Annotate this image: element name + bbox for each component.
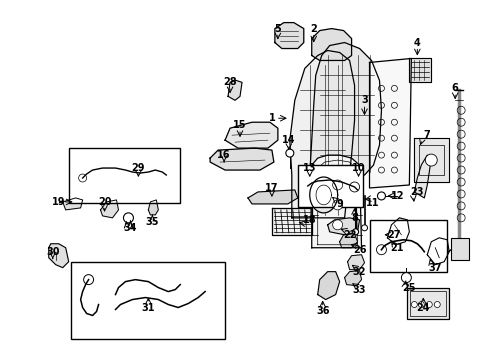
Polygon shape [274, 23, 303, 49]
Text: 32: 32 [352, 267, 366, 276]
Polygon shape [227, 80, 242, 100]
Text: 30: 30 [46, 247, 60, 257]
Text: 33: 33 [352, 284, 366, 294]
Text: 23: 23 [410, 187, 423, 197]
Bar [369, 220, 447, 272]
Text: 20: 20 [98, 197, 111, 207]
Polygon shape [339, 234, 357, 248]
Polygon shape [317, 272, 339, 300]
Circle shape [401, 273, 410, 283]
Polygon shape [224, 122, 277, 148]
Bar [450, 238, 468, 260]
Circle shape [332, 220, 342, 230]
Text: 6: 6 [451, 84, 458, 93]
Circle shape [349, 182, 359, 192]
Text: 16: 16 [217, 150, 230, 160]
Text: 12: 12 [390, 191, 403, 201]
Bar [409, 291, 446, 316]
Bar [407, 288, 448, 319]
Circle shape [361, 225, 367, 231]
Text: 17: 17 [264, 183, 278, 193]
Polygon shape [369, 58, 410, 188]
Text: 29: 29 [131, 163, 145, 173]
Text: 36: 36 [315, 306, 329, 316]
Polygon shape [49, 244, 68, 268]
Text: 11: 11 [365, 198, 379, 208]
Polygon shape [344, 271, 361, 285]
Polygon shape [148, 200, 158, 215]
Polygon shape [210, 148, 273, 170]
Text: 2: 2 [310, 24, 316, 33]
Text: 31: 31 [142, 302, 155, 312]
Polygon shape [309, 177, 337, 213]
Text: 24: 24 [416, 302, 429, 312]
Polygon shape [101, 200, 118, 218]
Polygon shape [289, 50, 354, 218]
Polygon shape [309, 42, 381, 175]
Polygon shape [311, 155, 361, 248]
Text: 7: 7 [422, 130, 429, 140]
Polygon shape [427, 238, 448, 265]
Polygon shape [327, 218, 359, 235]
Circle shape [410, 302, 416, 307]
Text: 10: 10 [351, 163, 365, 173]
Bar [297, 165, 362, 207]
Polygon shape [247, 190, 297, 204]
Polygon shape [347, 255, 364, 270]
Circle shape [332, 180, 342, 190]
Text: 9: 9 [336, 199, 342, 209]
Text: 27: 27 [387, 230, 400, 240]
Circle shape [425, 154, 436, 166]
Text: 3: 3 [361, 95, 367, 105]
Circle shape [332, 200, 342, 210]
Polygon shape [311, 28, 351, 60]
Circle shape [426, 302, 431, 307]
Text: 35: 35 [145, 217, 159, 227]
Text: 1: 1 [268, 113, 275, 123]
Bar [68, 148, 180, 203]
Circle shape [83, 275, 93, 285]
Circle shape [79, 174, 86, 182]
Polygon shape [271, 208, 311, 235]
Bar [71, 262, 224, 339]
Circle shape [376, 245, 386, 255]
Text: 26: 26 [352, 245, 366, 255]
Text: 14: 14 [282, 135, 295, 145]
Polygon shape [413, 138, 448, 182]
Text: 8: 8 [350, 213, 357, 223]
Text: 37: 37 [427, 263, 441, 273]
Circle shape [352, 229, 358, 235]
Text: 15: 15 [233, 120, 246, 130]
Circle shape [285, 149, 293, 157]
Polygon shape [62, 198, 82, 210]
Text: 19: 19 [52, 197, 65, 207]
Text: 18: 18 [302, 215, 316, 225]
Text: 22: 22 [342, 230, 356, 240]
Text: 4: 4 [413, 37, 420, 48]
Text: 5: 5 [274, 24, 281, 33]
Circle shape [433, 302, 439, 307]
Text: 25: 25 [402, 283, 415, 293]
Circle shape [417, 302, 424, 307]
Text: 13: 13 [303, 163, 316, 173]
Text: 21: 21 [390, 243, 403, 253]
Polygon shape [408, 58, 430, 82]
Polygon shape [413, 155, 430, 198]
Polygon shape [386, 218, 408, 245]
Text: 34: 34 [123, 223, 137, 233]
Circle shape [377, 192, 385, 200]
Text: 28: 28 [223, 77, 236, 87]
